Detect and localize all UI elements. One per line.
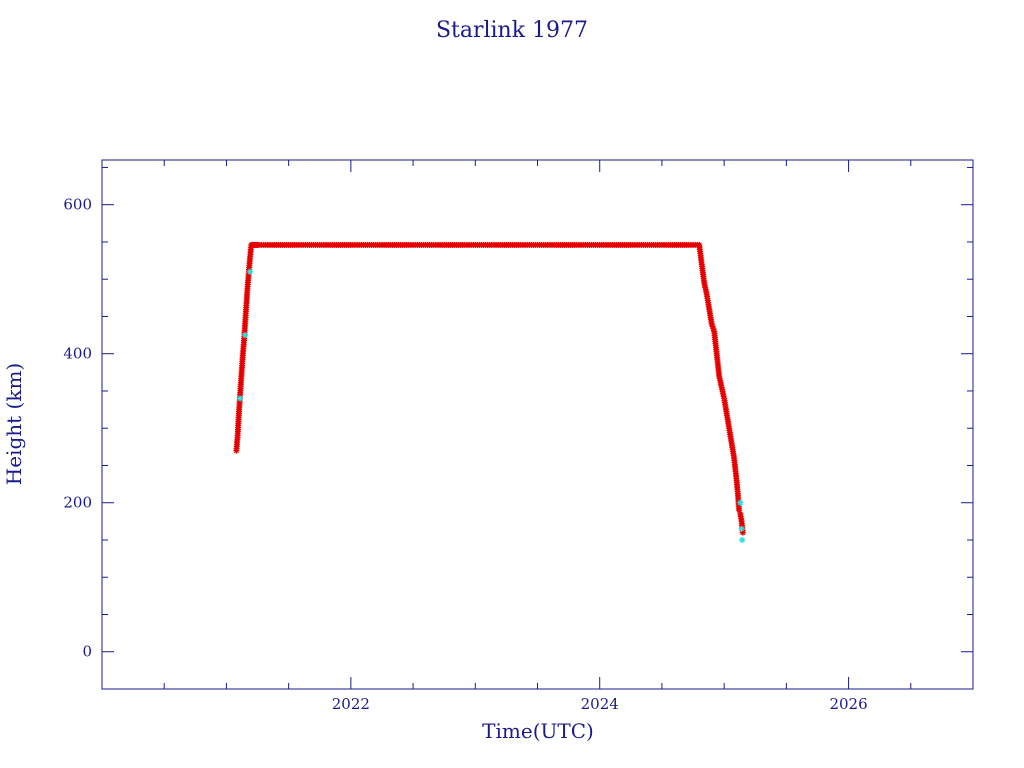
data-points	[233, 241, 746, 543]
data-point-cyan	[247, 268, 254, 275]
x-tick-label: 2022	[332, 695, 370, 713]
tick-labels: 0 200 400 600 2022 2024 2026	[63, 196, 867, 713]
data-point-cyan	[237, 395, 244, 402]
y-axis-label: Height (km)	[2, 363, 26, 485]
x-axis-label: Time(UTC)	[482, 719, 594, 743]
y-tick-label: 400	[63, 345, 92, 363]
plot-frame	[101, 159, 974, 690]
axis-ticks	[102, 160, 974, 689]
y-tick-label: 0	[82, 643, 92, 661]
x-tick-label: 2026	[829, 695, 867, 713]
chart-title: Starlink 1977	[436, 18, 588, 43]
data-point-cyan	[738, 525, 745, 532]
x-tick-label: 2024	[581, 695, 619, 713]
y-tick-label: 600	[63, 196, 92, 214]
data-point-cyan	[242, 332, 249, 339]
data-point-cyan	[737, 499, 744, 506]
y-tick-label: 200	[63, 494, 92, 512]
data-point-cyan	[739, 536, 746, 543]
